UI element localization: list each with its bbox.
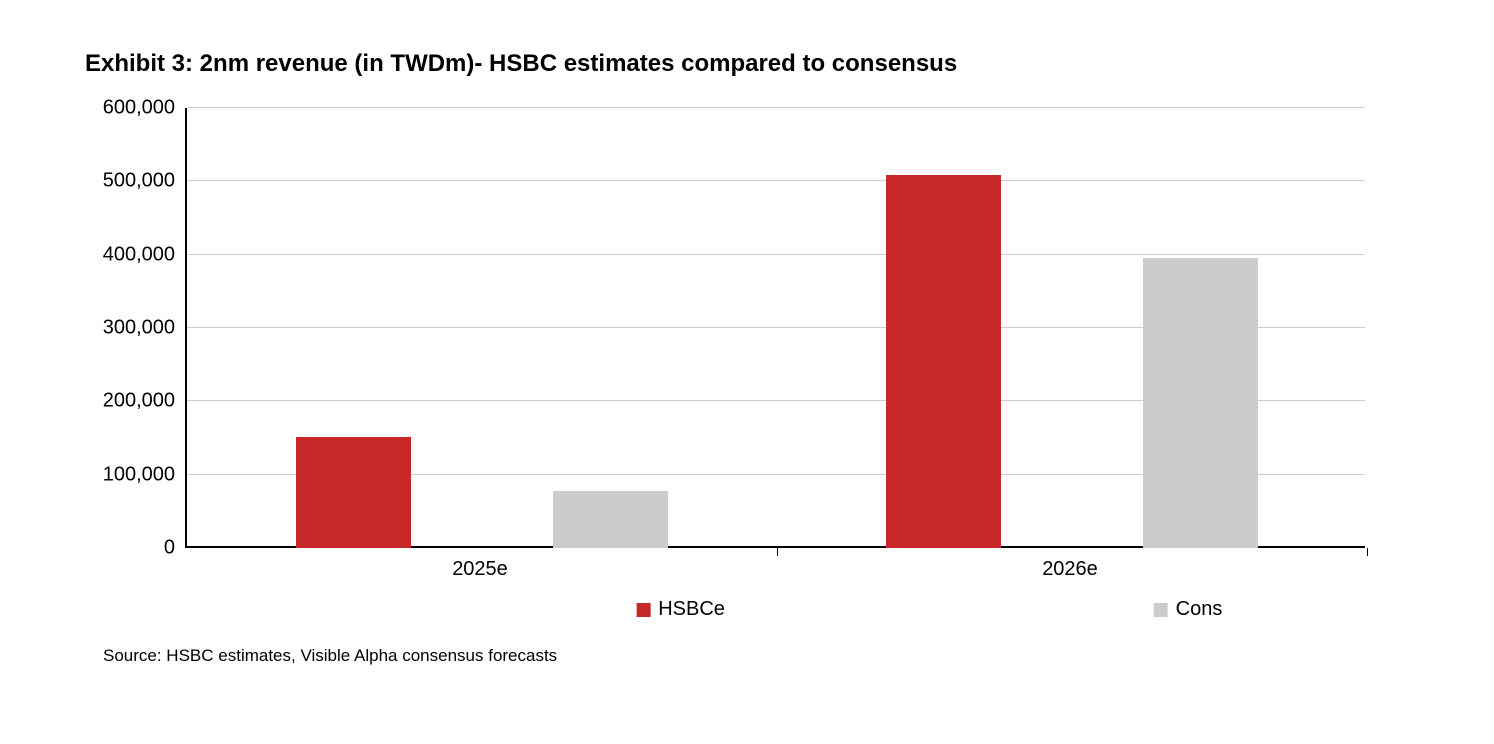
xtick-label: 2025e: [452, 558, 508, 581]
chart-container: Exhibit 3: 2nm revenue (in TWDm)- HSBC e…: [85, 50, 1415, 666]
legend-item: HSBCe: [636, 598, 725, 621]
plot-region: 0100,000200,000300,000400,000500,000600,…: [185, 108, 1365, 548]
legend-swatch: [1154, 603, 1168, 617]
ytick-label: 100,000: [97, 463, 187, 486]
legend-item: Cons: [1154, 598, 1223, 621]
xtick: [777, 548, 778, 556]
bar: [1143, 258, 1258, 548]
gridline: [187, 254, 1365, 255]
gridline: [187, 180, 1365, 181]
ytick-label: 300,000: [97, 317, 187, 340]
legend-label: Cons: [1176, 598, 1223, 621]
legend-swatch: [636, 603, 650, 617]
ytick-label: 400,000: [97, 243, 187, 266]
bar: [296, 437, 411, 548]
x-axis-labels: 2025e 2026e: [185, 558, 1365, 592]
bar: [886, 175, 1001, 548]
legend-label: HSBCe: [658, 598, 725, 621]
xtick-label: 2026e: [1042, 558, 1098, 581]
source-note: Source: HSBC estimates, Visible Alpha co…: [103, 646, 1415, 666]
xtick: [1367, 548, 1368, 556]
chart-area: 0100,000200,000300,000400,000500,000600,…: [185, 108, 1365, 628]
legend: HSBCe Cons: [185, 598, 1365, 628]
ytick-label: 0: [97, 537, 187, 560]
chart-title: Exhibit 3: 2nm revenue (in TWDm)- HSBC e…: [85, 50, 1415, 78]
ytick-label: 600,000: [97, 97, 187, 120]
ytick-label: 200,000: [97, 390, 187, 413]
bar: [553, 491, 668, 548]
gridline: [187, 107, 1365, 108]
ytick-label: 500,000: [97, 170, 187, 193]
